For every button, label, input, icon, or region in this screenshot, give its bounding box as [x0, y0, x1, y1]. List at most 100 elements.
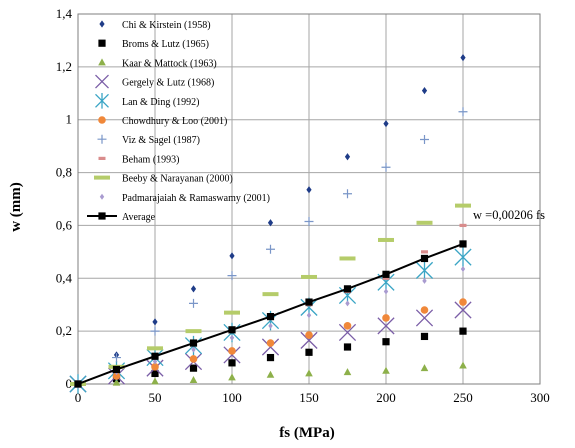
data-point — [455, 203, 471, 208]
data-point — [99, 20, 105, 28]
data-point — [228, 359, 236, 367]
data-point — [152, 318, 158, 326]
data-point — [266, 370, 275, 378]
data-point — [345, 300, 350, 307]
plot-border — [77, 13, 541, 385]
data-point — [267, 219, 274, 227]
data-point — [377, 317, 395, 335]
data-point — [189, 376, 198, 384]
series-10 — [74, 240, 467, 388]
data-point — [305, 331, 313, 339]
legend-label: Broms & Lutz (1965) — [122, 39, 209, 50]
data-point — [266, 339, 275, 347]
data-point — [382, 338, 390, 346]
legend-label: Chi & Kirstein (1958) — [122, 20, 211, 31]
data-point — [383, 120, 389, 128]
data-point — [382, 270, 390, 278]
y-tick-label: 1 — [66, 112, 73, 127]
data-point — [229, 334, 235, 341]
data-point — [152, 358, 158, 365]
legend-label: Beham (1993) — [122, 154, 180, 165]
x-tick-label: 0 — [75, 390, 82, 405]
data-point — [305, 369, 313, 377]
data-point — [343, 322, 352, 330]
data-point — [382, 276, 390, 280]
data-point — [420, 364, 429, 372]
data-point — [74, 380, 82, 388]
data-point — [112, 378, 121, 386]
data-point — [339, 256, 356, 261]
data-point — [98, 39, 106, 47]
legend-label: Viz & Sagel (1987) — [122, 135, 200, 146]
legend-item: Chowdhury & Loo (2001) — [98, 116, 227, 127]
legend-item: Viz & Sagel (1987) — [97, 134, 200, 146]
legend-label: Lan & Ding (1992) — [122, 97, 200, 108]
data-point — [383, 288, 389, 295]
data-point — [98, 212, 106, 220]
equation-annotation: w =0,00206 fs — [473, 208, 545, 222]
data-point — [151, 377, 159, 385]
y-tick-label: 1,2 — [56, 59, 72, 74]
data-point — [343, 189, 352, 199]
y-tick-label: 0,4 — [56, 270, 73, 285]
data-point — [420, 135, 429, 145]
series-layer — [69, 54, 472, 394]
y-tick-label: 0,6 — [56, 217, 73, 232]
x-tick-label: 100 — [222, 390, 242, 405]
data-point — [98, 58, 106, 66]
data-point — [189, 339, 198, 347]
data-point — [112, 372, 121, 380]
legend-item: Broms & Lutz (1965) — [98, 39, 209, 50]
data-point — [95, 93, 109, 109]
data-point — [381, 162, 391, 172]
data-point — [98, 116, 106, 124]
x-tick-label: 50 — [149, 390, 162, 405]
data-point — [228, 347, 236, 355]
data-point — [189, 364, 198, 372]
legend-label: Beeby & Narayanan (2000) — [122, 174, 233, 185]
legend: Chi & Kirstein (1958) Broms & Lutz (1965)… — [87, 20, 270, 223]
legend-label: Chowdhury & Loo (2001) — [122, 116, 227, 127]
data-point — [94, 175, 110, 180]
y-tick-label: 1,4 — [56, 6, 73, 21]
legend-item: Padmarajaiah & Ramaswamy (2001) — [99, 193, 270, 204]
data-point — [147, 346, 163, 351]
data-point — [223, 346, 241, 364]
y-tick-label: 0,8 — [56, 165, 72, 180]
data-point — [460, 54, 466, 62]
data-point — [262, 292, 279, 297]
y-axis-label: w (mm) — [8, 182, 24, 232]
data-point — [420, 254, 429, 263]
data-point — [378, 237, 394, 242]
legend-item: Gergely & Lutz (1968) — [95, 74, 214, 89]
data-point — [454, 247, 472, 267]
y-tick-label: 0,2 — [56, 323, 72, 338]
data-point — [190, 285, 197, 293]
legend-item: Kaar & Mattock (1963) — [98, 58, 217, 69]
data-point — [185, 329, 202, 334]
data-point — [382, 366, 390, 374]
data-point — [261, 338, 280, 356]
data-point — [300, 331, 318, 349]
legend-item: Chi & Kirstein (1958) — [99, 20, 211, 31]
legend-label: Gergely & Lutz (1968) — [122, 78, 214, 89]
data-point — [458, 107, 468, 117]
data-point — [150, 326, 160, 336]
data-point — [266, 353, 275, 362]
data-point — [98, 156, 106, 160]
data-point — [151, 363, 159, 371]
data-point — [338, 323, 357, 342]
data-point — [343, 368, 352, 376]
x-tick-label: 250 — [453, 390, 473, 405]
data-point — [343, 285, 352, 293]
legend-label: Kaar & Mattock (1963) — [122, 58, 217, 69]
legend-item: Average — [87, 212, 156, 223]
data-point — [112, 353, 121, 363]
data-point — [454, 301, 472, 319]
data-point — [266, 313, 275, 321]
data-point — [229, 252, 235, 260]
data-point — [344, 153, 351, 161]
data-point — [459, 327, 467, 335]
legend-item: Beham (1993) — [98, 154, 180, 165]
